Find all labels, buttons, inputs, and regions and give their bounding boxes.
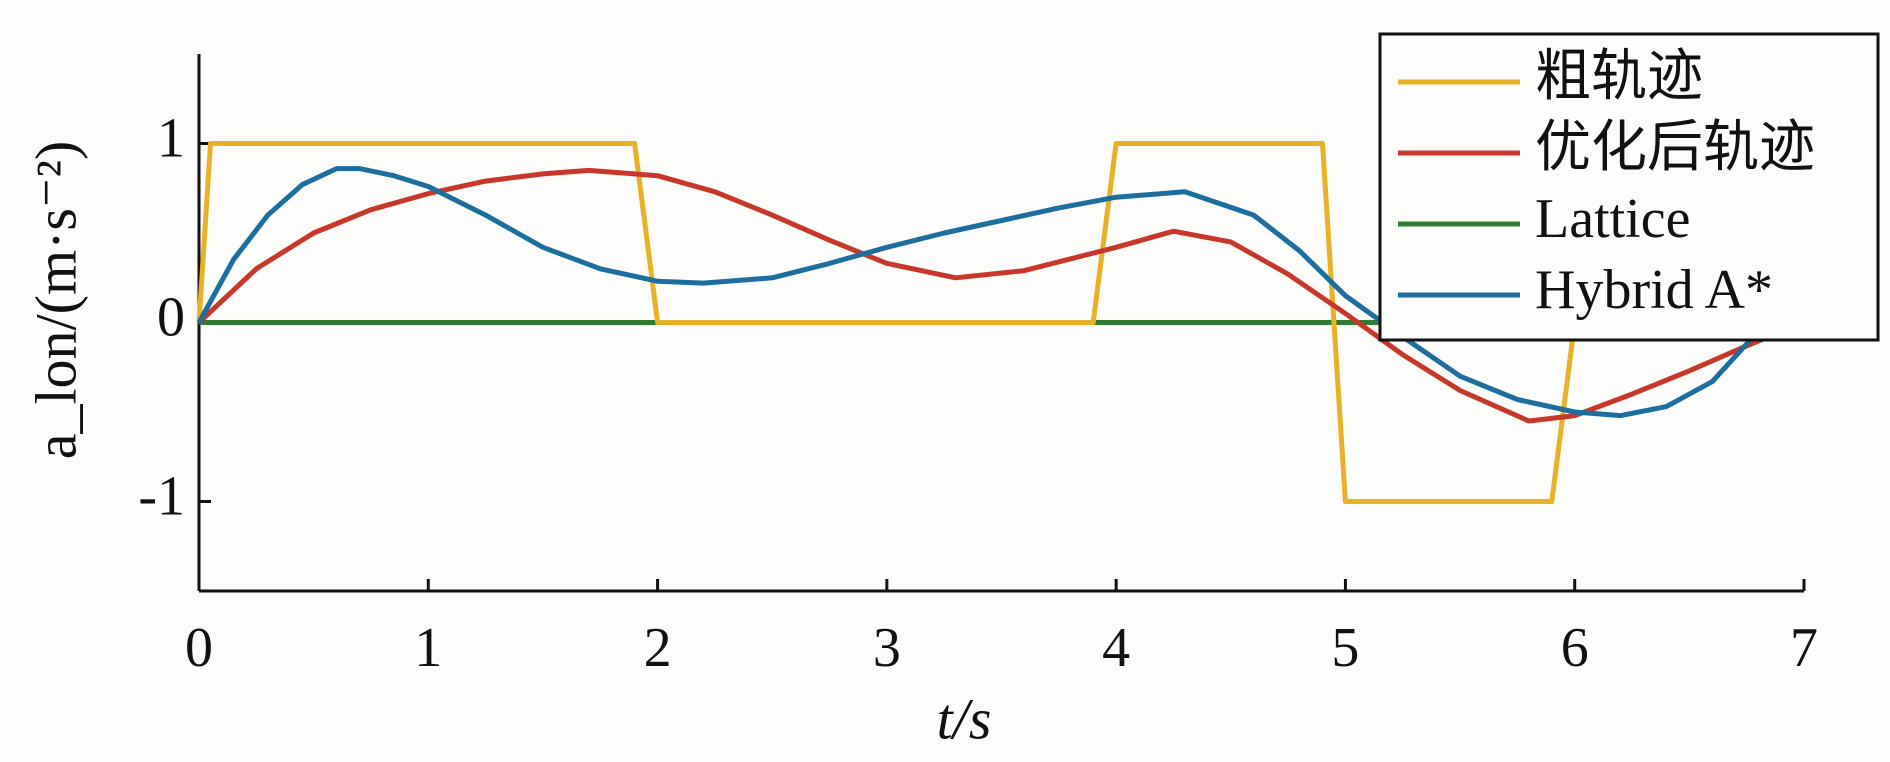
y-tick-label: 0 — [157, 286, 185, 348]
x-tick-label: 7 — [1790, 617, 1818, 679]
y-tick-label: -1 — [138, 465, 185, 527]
x-tick-label: 5 — [1331, 617, 1359, 679]
x-tick-label: 3 — [873, 617, 901, 679]
x-axis-label: t/s — [937, 686, 992, 751]
x-tick-label: 1 — [414, 617, 442, 679]
legend-text: Hybrid A* — [1535, 259, 1773, 321]
x-tick-label: 4 — [1102, 617, 1130, 679]
x-tick-label: 2 — [644, 617, 672, 679]
y-axis-label: a_lon/(m·s⁻²) — [23, 141, 88, 460]
x-tick-label: 6 — [1561, 617, 1589, 679]
legend-text: 优化后轨迹 — [1535, 117, 1815, 179]
legend-text: 粗轨迹 — [1535, 46, 1703, 108]
series-line — [196, 166, 1805, 419]
x-tick-label: 0 — [185, 617, 213, 679]
legend-text: Lattice — [1535, 188, 1690, 250]
y-tick-label: 1 — [157, 107, 185, 169]
series-line — [197, 167, 1805, 424]
legend-box — [1378, 32, 1880, 342]
series-line — [196, 141, 1804, 504]
